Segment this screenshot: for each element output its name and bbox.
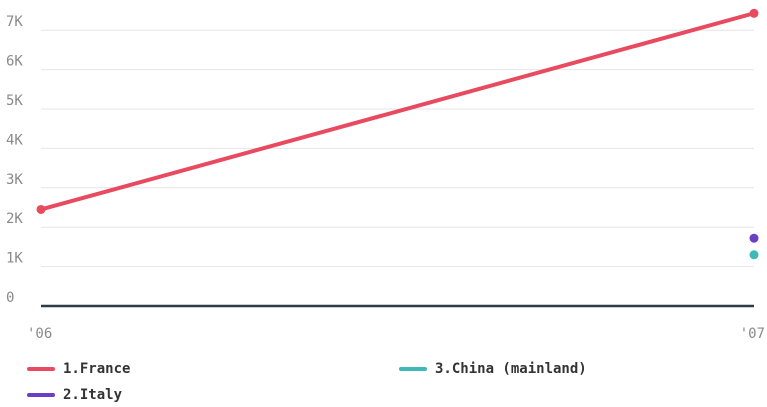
legend-swatch-italy: [27, 393, 55, 397]
legend-item-china[interactable]: 3.China (mainland): [399, 358, 587, 380]
chart-canvas: 0 1K 2K 3K 4K 5K 6K 7K '06 '07: [6, 8, 765, 342]
legend-label-italy: 2.Italy: [63, 387, 123, 403]
y-tick-label-2K: 2K: [6, 211, 23, 227]
x-tick-label-1: '07: [740, 326, 765, 342]
y-tick-label-1K: 1K: [6, 251, 23, 267]
legend-label-france: 1.France: [63, 361, 131, 377]
legend-item-france[interactable]: 1.France: [27, 358, 130, 380]
x-tick-label-0: '06: [27, 326, 52, 342]
series-line-1-france: [39, 11, 756, 212]
data-point-1-france-1: [749, 8, 759, 18]
legend-swatch-france: [27, 367, 55, 371]
y-tick-label-0: 0: [6, 290, 14, 306]
legend-item-italy[interactable]: 2.Italy: [27, 384, 122, 406]
y-tick-label-4K: 4K: [6, 132, 23, 148]
data-point-3-china-mainland-1: [749, 250, 759, 260]
line-chart: 0 1K 2K 3K 4K 5K 6K 7K '06 '07: [6, 8, 765, 342]
y-tick-label-3K: 3K: [6, 172, 23, 188]
chart-legend: 1.France 3.China (mainland) 2.Italy: [0, 352, 767, 407]
data-point-2-italy-1: [749, 233, 759, 243]
y-tick-label-5K: 5K: [6, 93, 23, 109]
data-point-1-france-0: [36, 204, 46, 214]
legend-swatch-china: [399, 367, 427, 371]
legend-label-china: 3.China (mainland): [435, 361, 587, 377]
y-tick-label-7K: 7K: [6, 14, 23, 30]
y-tick-label-6K: 6K: [6, 54, 23, 70]
